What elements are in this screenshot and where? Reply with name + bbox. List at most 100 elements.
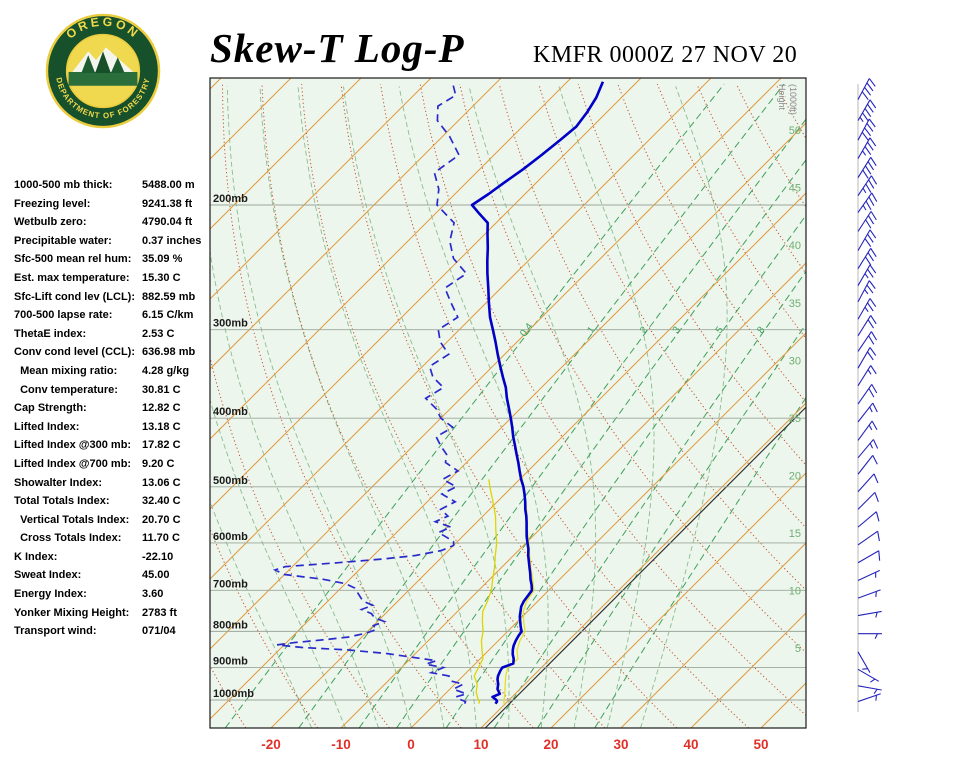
wind-barb-feather xyxy=(864,86,872,96)
height-axis-label: 5 xyxy=(795,643,801,655)
height-axis-labels: 5 10 15 20 25 30 35 40 45 50 xyxy=(789,125,801,655)
index-row: Transport wind: 071/04 xyxy=(14,625,214,644)
mixing-ratio-label: 3 xyxy=(671,324,683,335)
wind-barb-feather xyxy=(864,165,872,175)
mixing-ratio-line xyxy=(493,270,806,728)
wind-barb-feather xyxy=(870,175,878,185)
isotherm-line xyxy=(831,78,960,728)
wind-barb-feather xyxy=(867,215,875,225)
index-row: Est. max temperature: 15.30 C xyxy=(14,272,214,291)
index-value: 0.37 inches xyxy=(142,234,202,247)
wind-barb-half-feather xyxy=(864,306,869,312)
isotherm-line xyxy=(620,542,806,728)
wind-barb-staff xyxy=(857,347,871,369)
wind-barb-feather xyxy=(866,284,874,294)
moist-adiabat-line xyxy=(210,500,313,728)
wind-barb-feather xyxy=(864,108,872,117)
plot-grid-layer xyxy=(210,78,960,728)
page-title: Skew-T Log-P xyxy=(210,25,465,71)
index-value: 2783 ft xyxy=(142,606,177,619)
index-value: 636.98 mb xyxy=(142,346,196,359)
wind-barb-feather xyxy=(875,511,880,522)
wind-barb-feather xyxy=(868,335,875,345)
index-row: Wetbulb zero: 4790.04 ft xyxy=(14,216,214,235)
wind-barb-feather xyxy=(866,82,874,92)
temp-axis-label: 10 xyxy=(473,737,488,752)
wind-barb-staff xyxy=(857,685,882,691)
station-datetime: KMFR 0000Z 27 NOV 20 xyxy=(533,42,798,68)
wind-barb-feather xyxy=(867,351,874,361)
mixing-ratio-line xyxy=(396,159,806,728)
isotherm-line xyxy=(210,78,642,510)
index-row: Precipitable water: 0.37 inches xyxy=(14,235,214,254)
index-value: 071/04 xyxy=(142,625,176,638)
wind-barb-feather xyxy=(877,531,880,542)
wind-barb-feather xyxy=(867,161,874,171)
wind-barb-feather xyxy=(872,455,878,465)
wind-barb-feather xyxy=(871,192,878,202)
dewpoint-trace xyxy=(272,83,469,704)
wind-barb-half-feather xyxy=(875,612,878,618)
moist-adiabat-line xyxy=(210,248,380,728)
temperature-trace xyxy=(470,81,605,705)
wind-barb-feather xyxy=(862,169,869,179)
wind-barb-staff xyxy=(857,192,873,213)
temp-axis-label: 50 xyxy=(753,737,768,752)
wind-barb-feather xyxy=(867,302,874,312)
isotherm-line xyxy=(210,78,572,440)
index-label: Energy Index: xyxy=(14,588,87,601)
wind-barb-feather xyxy=(872,439,879,449)
isotherm-line xyxy=(210,78,432,300)
wind-barb-feather xyxy=(870,248,877,258)
index-row: Vertical Totals Index: 20.70 C xyxy=(14,514,214,533)
index-label: K Index: xyxy=(14,550,58,563)
index-label: Cap Strength: xyxy=(14,402,87,415)
height-axis-label: 20 xyxy=(789,470,801,482)
wind-barb-feather xyxy=(861,91,869,101)
wind-barb-staff xyxy=(857,455,874,475)
dry-adiabat-line xyxy=(261,84,534,728)
pressure-axis-label: 900mb xyxy=(213,656,248,668)
index-row: K Index: -22.10 xyxy=(14,551,214,570)
pressure-grid xyxy=(210,204,806,701)
wind-barb-staff xyxy=(857,248,872,269)
dry-adiabats xyxy=(210,83,960,728)
wind-barb-staff xyxy=(857,118,870,141)
wind-barb-half-feather xyxy=(864,273,869,279)
dry-adiabat-line xyxy=(815,84,960,728)
height-axis-label: 35 xyxy=(789,298,801,310)
wind-barb-half-feather xyxy=(862,204,867,211)
pressure-axis-label: 300mb xyxy=(213,318,248,330)
moist-adiabat-line xyxy=(468,86,597,728)
index-value: 15.30 C xyxy=(142,271,181,284)
isotherm-line xyxy=(210,122,806,720)
wind-barb-staff xyxy=(857,473,875,493)
wind-barb-feather xyxy=(867,103,874,113)
isotherm-line xyxy=(340,262,806,728)
index-value: 35.09 % xyxy=(142,253,183,266)
wind-barb-half-feather xyxy=(868,424,873,431)
index-value: 17.82 C xyxy=(142,439,181,452)
wind-barb-staff xyxy=(857,491,876,510)
index-row: Mean mixing ratio: 4.28 g/kg xyxy=(14,365,214,384)
index-row: Sweat Index: 45.00 xyxy=(14,569,214,588)
wind-barb-staff xyxy=(857,137,871,159)
height-axis-title: (1000ft) xyxy=(788,84,798,115)
pressure-axis-label: 600mb xyxy=(213,531,248,543)
index-value: 2.53 C xyxy=(142,327,175,340)
wind-barb-feather xyxy=(869,347,877,356)
isotherm-line xyxy=(210,78,362,230)
wind-barb-feather xyxy=(870,331,878,341)
wind-barb-feather xyxy=(869,229,877,239)
index-label: Freezing level: xyxy=(14,197,91,210)
temp-axis-label: 30 xyxy=(613,737,628,752)
wind-barb-feather xyxy=(870,365,877,375)
wind-barb-staff xyxy=(857,384,873,405)
temp-axis-label: 20 xyxy=(543,737,558,752)
index-row: Cap Strength: 12.82 C xyxy=(14,402,214,421)
logo-outer-rim xyxy=(45,13,161,129)
index-row: Conv cond level (CCL): 636.98 mb xyxy=(14,346,214,365)
wind-barb-staff xyxy=(857,530,878,546)
dry-adiabat-line xyxy=(380,84,749,728)
mixing-ratio-label: 5 xyxy=(714,324,726,335)
